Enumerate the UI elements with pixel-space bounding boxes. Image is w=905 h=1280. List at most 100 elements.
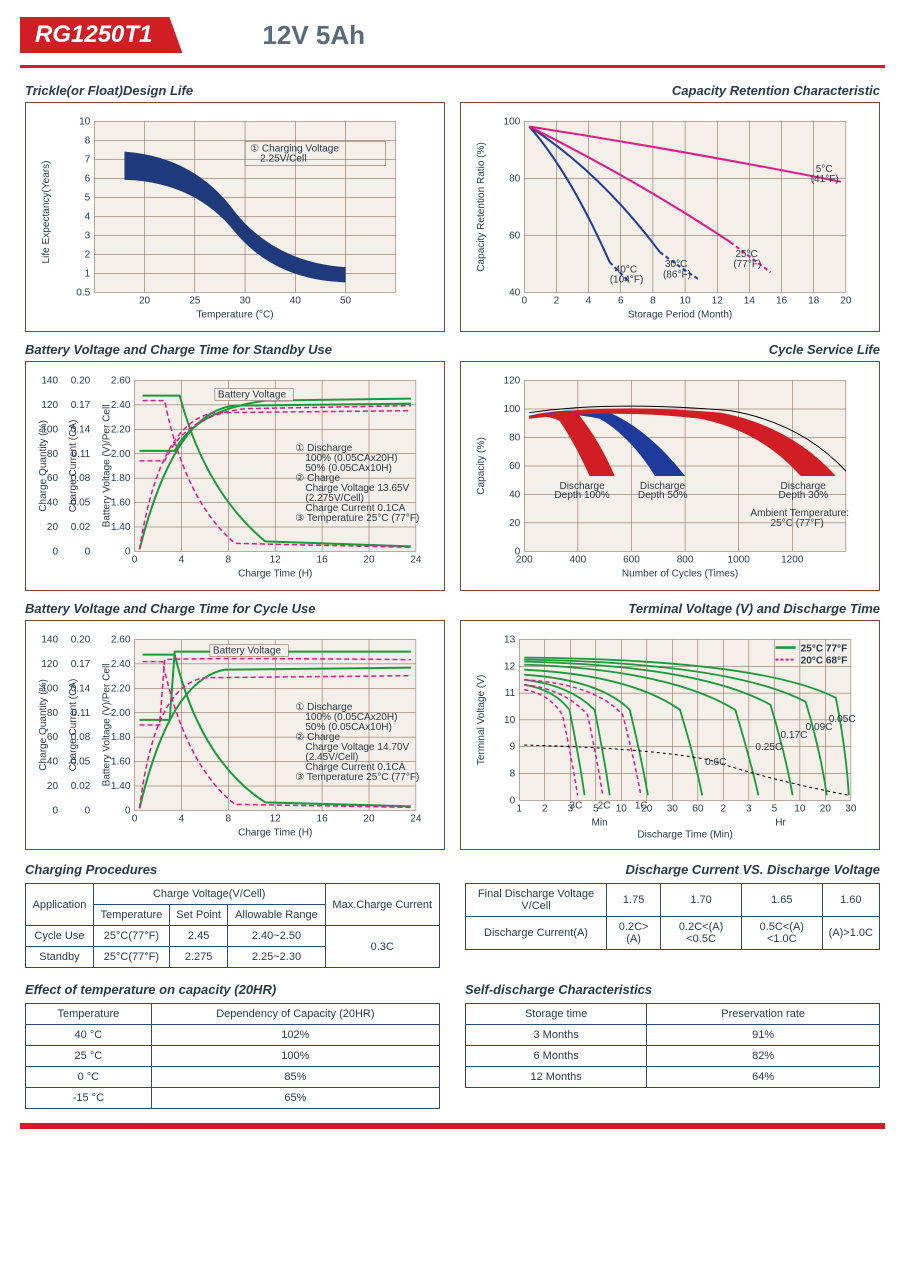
- svg-text:100: 100: [503, 117, 520, 128]
- chart4-title: Cycle Service Life: [460, 342, 880, 357]
- svg-text:1C: 1C: [635, 800, 648, 811]
- svg-text:0: 0: [132, 554, 138, 565]
- svg-text:0.05C: 0.05C: [829, 714, 856, 725]
- svg-text:(104°F): (104°F): [610, 274, 644, 285]
- svg-text:40: 40: [509, 489, 521, 500]
- svg-text:16: 16: [317, 813, 329, 824]
- svg-text:20: 20: [363, 813, 375, 824]
- th-app: Application: [26, 884, 94, 926]
- svg-text:60: 60: [509, 230, 521, 241]
- th-range: Allowable Range: [228, 905, 325, 926]
- chart1-title: Trickle(or Float)Design Life: [25, 83, 445, 98]
- svg-text:10: 10: [679, 295, 691, 306]
- svg-text:5: 5: [85, 192, 91, 203]
- svg-text:2.40: 2.40: [111, 659, 131, 670]
- table-row: Discharge Current(A) 0.2C>(A) 0.2C<(A)<0…: [466, 917, 880, 950]
- svg-text:8: 8: [650, 295, 656, 306]
- c1-annot2: 2.25V/Cell: [260, 154, 306, 165]
- svg-text:2.00: 2.00: [111, 708, 131, 719]
- table-row: 6 Months82%: [466, 1046, 880, 1067]
- svg-text:10: 10: [616, 803, 628, 814]
- svg-text:12: 12: [504, 661, 516, 672]
- table-self-discharge: Self-discharge Characteristics Storage t…: [465, 982, 880, 1109]
- svg-text:0.17: 0.17: [71, 659, 91, 670]
- svg-text:10: 10: [794, 803, 806, 814]
- svg-text:20: 20: [363, 554, 375, 565]
- table-row: -15 °C65%: [26, 1088, 440, 1109]
- divider-top: [20, 65, 885, 68]
- svg-text:4: 4: [179, 554, 185, 565]
- svg-text:Charge Quantity (%): Charge Quantity (%): [38, 420, 49, 512]
- svg-text:0: 0: [85, 805, 91, 816]
- svg-text:0.17C: 0.17C: [781, 730, 808, 741]
- svg-text:1: 1: [516, 803, 522, 814]
- svg-text:Charge Quantity (%): Charge Quantity (%): [38, 679, 49, 771]
- svg-text:11: 11: [505, 688, 516, 699]
- svg-text:12: 12: [270, 554, 282, 565]
- table-row: 3 Months91%: [466, 1025, 880, 1046]
- svg-text:4: 4: [179, 813, 185, 824]
- chart-cycle-life: Cycle Service Life 200400600800100012000…: [460, 342, 880, 591]
- svg-text:30: 30: [239, 295, 251, 306]
- svg-text:3: 3: [85, 230, 91, 241]
- svg-text:140: 140: [41, 376, 58, 387]
- svg-text:Hr: Hr: [775, 817, 786, 828]
- chart-trickle-life: Trickle(or Float)Design Life 20253040500…: [25, 83, 445, 332]
- table-row: 12 Months64%: [466, 1067, 880, 1088]
- svg-text:10: 10: [504, 715, 516, 726]
- svg-text:13: 13: [504, 635, 516, 646]
- chart2-title: Capacity Retention Characteristic: [460, 83, 880, 98]
- table-row: Cycle Use 25°C(77°F) 2.45 2.40~2.50 0.3C: [26, 926, 440, 947]
- svg-text:12: 12: [712, 295, 724, 306]
- svg-text:1000: 1000: [727, 554, 750, 565]
- svg-text:Depth 50%: Depth 50%: [638, 490, 688, 501]
- svg-text:(77°F): (77°F): [733, 259, 761, 270]
- svg-text:1.40: 1.40: [111, 522, 131, 533]
- svg-text:14: 14: [744, 295, 756, 306]
- svg-text:Battery Voltage: Battery Voltage: [218, 390, 287, 401]
- svg-text:③ Temperature 25°C (77°F): ③ Temperature 25°C (77°F): [295, 772, 419, 783]
- chart3-title: Battery Voltage and Charge Time for Stan…: [25, 342, 445, 357]
- svg-text:0.20: 0.20: [71, 376, 91, 387]
- svg-text:Min: Min: [592, 817, 608, 828]
- svg-text:12: 12: [270, 813, 282, 824]
- svg-text:Charge Current (CA): Charge Current (CA): [68, 420, 79, 513]
- svg-text:0: 0: [125, 805, 131, 816]
- svg-text:(86°F): (86°F): [663, 269, 691, 280]
- svg-text:1.40: 1.40: [111, 781, 131, 792]
- svg-text:2.20: 2.20: [111, 424, 131, 435]
- svg-text:0.02: 0.02: [71, 781, 91, 792]
- svg-text:9: 9: [510, 742, 516, 753]
- svg-text:2.20: 2.20: [111, 683, 131, 694]
- svg-text:Charge Current (CA): Charge Current (CA): [68, 679, 79, 772]
- svg-text:80: 80: [509, 432, 521, 443]
- svg-text:0.25C: 0.25C: [755, 742, 782, 753]
- svg-text:120: 120: [41, 400, 58, 411]
- svg-text:4: 4: [85, 211, 91, 222]
- chart-terminal-voltage: Terminal Voltage (V) and Discharge Time …: [460, 601, 880, 850]
- svg-text:2: 2: [554, 295, 560, 306]
- c1-ylabel: Life Expectancy(Years): [41, 160, 52, 263]
- svg-text:1.60: 1.60: [111, 498, 131, 509]
- divider-bottom: [20, 1123, 885, 1129]
- svg-text:10: 10: [79, 117, 91, 128]
- svg-text:2: 2: [721, 803, 727, 814]
- table-row: 25 °C100%: [26, 1046, 440, 1067]
- svg-text:Discharge Time (Min): Discharge Time (Min): [637, 830, 732, 841]
- svg-text:20: 20: [47, 522, 59, 533]
- th: Storage time: [466, 1004, 647, 1025]
- svg-text:Battery Voltage (V)/Per Cell: Battery Voltage (V)/Per Cell: [101, 664, 112, 787]
- svg-text:50: 50: [340, 295, 352, 306]
- svg-text:Battery Voltage: Battery Voltage: [213, 646, 282, 657]
- table-temp-capacity: Effect of temperature on capacity (20HR)…: [25, 982, 440, 1109]
- svg-text:100: 100: [503, 404, 520, 415]
- svg-text:3: 3: [746, 803, 752, 814]
- svg-text:25: 25: [189, 295, 201, 306]
- svg-text:8: 8: [226, 554, 232, 565]
- svg-text:60: 60: [509, 461, 521, 472]
- svg-text:1.80: 1.80: [111, 473, 131, 484]
- svg-text:2.00: 2.00: [111, 449, 131, 460]
- table-row: 0 °C85%: [26, 1067, 440, 1088]
- svg-text:16: 16: [317, 554, 329, 565]
- svg-text:6: 6: [618, 295, 624, 306]
